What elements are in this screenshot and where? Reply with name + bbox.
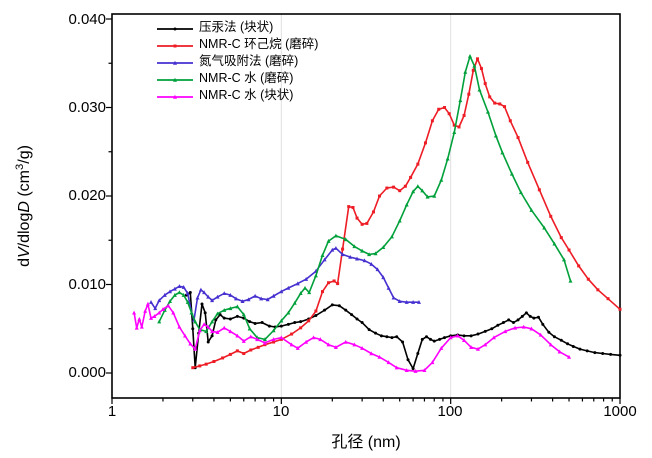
legend-label: NMR-C 环己烷 (磨碎) xyxy=(199,37,319,51)
x-axis-title: 孔径 (nm) xyxy=(331,434,401,451)
y-tick-label: 0.010 xyxy=(68,276,106,293)
legend-item-nmr-cyclohexane-ground: NMR-C 环己烷 (磨碎) xyxy=(156,36,318,53)
x-tick-label: 1000 xyxy=(603,403,637,420)
legend-line-marker-icon xyxy=(156,56,194,68)
x-tick-label: 1 xyxy=(107,403,117,420)
y-axis-title: dV/dlogD (cm3/g) xyxy=(13,145,34,267)
legend-item-nmr-water-ground: NMR-C 水 (磨碎) xyxy=(156,70,318,87)
series-1 xyxy=(191,57,622,370)
x-tick-label: 10 xyxy=(272,403,290,420)
legend-label: NMR-C 水 (磨碎) xyxy=(199,71,294,85)
legend-line-marker-icon xyxy=(156,39,194,51)
legend-label: 氮气吸附法 (磨碎) xyxy=(199,54,299,68)
legend-item-nitrogen-adsorption-ground: 氮气吸附法 (磨碎) xyxy=(156,53,318,70)
y-tick-label: 0.000 xyxy=(68,364,106,381)
legend-item-nmr-water-bulk: NMR-C 水 (块状) xyxy=(156,87,318,104)
series-4 xyxy=(132,301,572,373)
gridlines xyxy=(280,14,452,398)
plot-frame xyxy=(111,13,621,399)
y-tick-label: 0.030 xyxy=(68,99,106,116)
legend-line-marker-icon xyxy=(156,73,194,85)
legend-label: 压汞法 (块状) xyxy=(199,20,274,34)
x-tick-label: 100 xyxy=(437,403,463,420)
legend-item-mercury-intrusion: 压汞法 (块状) xyxy=(156,19,318,36)
legend-line-marker-icon xyxy=(156,22,194,34)
y-tick-label: 0.040 xyxy=(68,11,106,28)
legend-label: NMR-C 水 (块状) xyxy=(199,88,294,102)
legend-line-marker-icon xyxy=(156,90,194,102)
y-tick-label: 0.020 xyxy=(68,187,106,204)
legend: 压汞法 (块状) NMR-C 环己烷 (磨碎) 氮气吸附法 (磨碎) NMR-C… xyxy=(156,19,318,104)
